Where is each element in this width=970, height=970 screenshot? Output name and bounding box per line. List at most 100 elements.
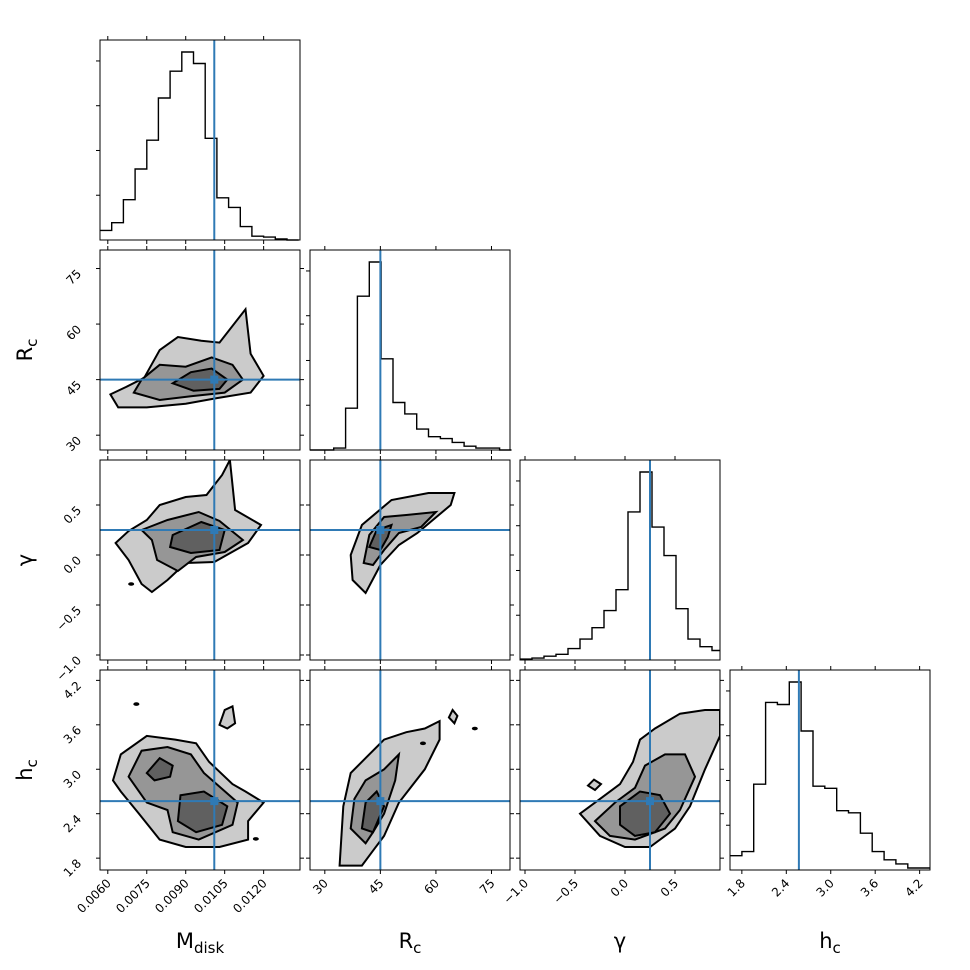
truth-marker	[210, 526, 219, 534]
truth-marker	[210, 797, 219, 806]
x-tick-label-hc-wrap: 1.8	[725, 876, 748, 899]
x-tick-label-Rc: 60	[421, 876, 442, 897]
contour-level-3	[619, 790, 672, 837]
contour-group	[520, 670, 720, 870]
x-tick-label-Rc: 30	[310, 876, 331, 897]
y-tick-label-Rc-wrap: 60	[63, 322, 84, 343]
x-axis-label-hc-main: h	[819, 929, 832, 953]
x-tick-label-hc-wrap: 4.2	[902, 876, 925, 899]
x-tick-label-Mdisk-wrap: 0.0060	[74, 876, 114, 916]
x-axis-label-hc: hc	[819, 929, 841, 957]
y-tick-label-hc-wrap: 3.6	[61, 723, 84, 746]
y-tick-label-gamma: −1.0	[54, 653, 85, 684]
panel-Mdisk-hc	[99, 669, 301, 871]
y-tick-label-hc: 3.0	[61, 767, 84, 790]
x-tick-label-gamma-wrap: 0.5	[658, 876, 681, 899]
x-axis-label-Mdisk-main: M	[176, 929, 194, 953]
y-axis-label-hc: hc	[13, 759, 41, 781]
x-tick-label-hc-wrap: 2.4	[769, 876, 792, 899]
frame-Mdisk	[99, 39, 301, 241]
x-tick-label-Mdisk-wrap: 0.0120	[230, 876, 270, 916]
y-tick-label-gamma-wrap: −0.5	[54, 603, 85, 634]
x-tick-label-Mdisk-wrap: 0.0090	[152, 876, 192, 916]
y-tick-label-hc: 3.6	[61, 723, 84, 746]
y-tick-label-Rc-wrap: 45	[63, 378, 84, 399]
x-tick-label-hc-wrap: 3.0	[813, 876, 836, 899]
truth-marker	[646, 797, 654, 806]
contour-island	[586, 778, 603, 792]
y-tick-label-Rc: 75	[63, 267, 84, 288]
x-tick-label-hc: 2.4	[769, 876, 792, 899]
y-tick-label-gamma-wrap: −1.0	[54, 653, 85, 684]
x-tick-label-hc: 3.0	[813, 876, 836, 899]
histogram-gamma	[520, 471, 720, 660]
x-axis-label-Rc-main: R	[399, 929, 414, 953]
x-tick-label-Mdisk-wrap: 0.0105	[191, 876, 231, 916]
contour-island	[447, 708, 459, 726]
x-tick-label-gamma: 0.0	[608, 876, 631, 899]
y-tick-label-gamma-wrap: 0.0	[61, 553, 84, 576]
hist-panel-Rc	[306, 249, 512, 451]
y-tick-label-hc-wrap: 2.4	[61, 812, 84, 835]
x-axis-label-Rc: Rc	[399, 929, 422, 957]
y-axis-label-gamma-main: γ	[13, 554, 37, 566]
y-tick-label-Rc-wrap: 75	[63, 267, 84, 288]
x-tick-label-Rc: 45	[366, 876, 387, 897]
x-axis-label-Rc-sub: c	[413, 939, 421, 957]
panel-frame	[309, 669, 511, 871]
y-tick-label-Rc: 30	[63, 433, 84, 454]
contour-group	[310, 670, 510, 870]
panel-Mdisk-Rc	[99, 249, 301, 451]
contour-group	[100, 460, 300, 660]
y-axis-label-Rc: Rc	[13, 339, 41, 362]
histogram-Rc	[310, 261, 512, 451]
x-tick-label-hc: 3.6	[858, 876, 881, 899]
x-tick-label-gamma-wrap: 0.0	[608, 876, 631, 899]
y-tick-label-gamma: −0.5	[54, 603, 85, 634]
x-axis-label-Mdisk-sub: disk	[194, 939, 225, 957]
contour-group	[100, 250, 300, 450]
x-tick-label-hc: 4.2	[902, 876, 925, 899]
contour-level-3	[145, 756, 174, 782]
x-axis-label-Mdisk: Mdisk	[176, 929, 225, 957]
x-tick-label-gamma: 0.5	[658, 876, 681, 899]
x-tick-label-gamma: −0.5	[551, 876, 582, 907]
x-tick-label-Rc-wrap: 75	[477, 876, 498, 897]
x-tick-label-Mdisk: 0.0105	[191, 876, 231, 916]
panel-Rc-gamma	[309, 459, 511, 661]
x-tick-label-hc: 1.8	[725, 876, 748, 899]
contour-group	[100, 670, 300, 870]
y-tick-label-Rc-wrap: 30	[63, 433, 84, 454]
contour-group	[310, 460, 510, 660]
panel-gamma-hc	[519, 669, 721, 871]
x-tick-label-hc-wrap: 3.6	[858, 876, 881, 899]
hist-panel-gamma	[516, 459, 721, 661]
histogram-Mdisk	[100, 51, 299, 241]
x-tick-label-Rc-wrap: 45	[366, 876, 387, 897]
y-tick-label-Rc: 60	[63, 322, 84, 343]
panel-frame	[99, 669, 301, 871]
truth-marker	[376, 526, 385, 534]
x-tick-label-Rc-wrap: 30	[310, 876, 331, 897]
panel-Mdisk-gamma	[99, 459, 301, 661]
x-axis-label-gamma: γ	[614, 929, 626, 953]
y-axis-label-Rc-sub: c	[23, 339, 41, 347]
y-tick-label-gamma: 0.5	[61, 503, 84, 526]
y-tick-label-hc-wrap: 1.8	[61, 856, 84, 879]
panel-frame	[99, 459, 301, 661]
x-tick-label-Mdisk: 0.0075	[113, 876, 153, 916]
y-tick-label-hc: 1.8	[61, 856, 84, 879]
x-axis-label-gamma-main: γ	[614, 929, 626, 953]
histogram-hc	[730, 681, 930, 869]
y-tick-label-Rc: 45	[63, 378, 84, 399]
outlier-blob	[252, 837, 259, 841]
x-tick-label-Rc: 75	[477, 876, 498, 897]
y-axis-label-hc-sub: c	[23, 759, 41, 767]
hist-panel-Mdisk	[96, 39, 301, 241]
outlier-blob	[128, 582, 135, 586]
truth-marker	[376, 797, 385, 806]
x-tick-label-Mdisk: 0.0120	[230, 876, 270, 916]
frame-gamma	[519, 459, 721, 661]
x-tick-label-Mdisk-wrap: 0.0075	[113, 876, 153, 916]
